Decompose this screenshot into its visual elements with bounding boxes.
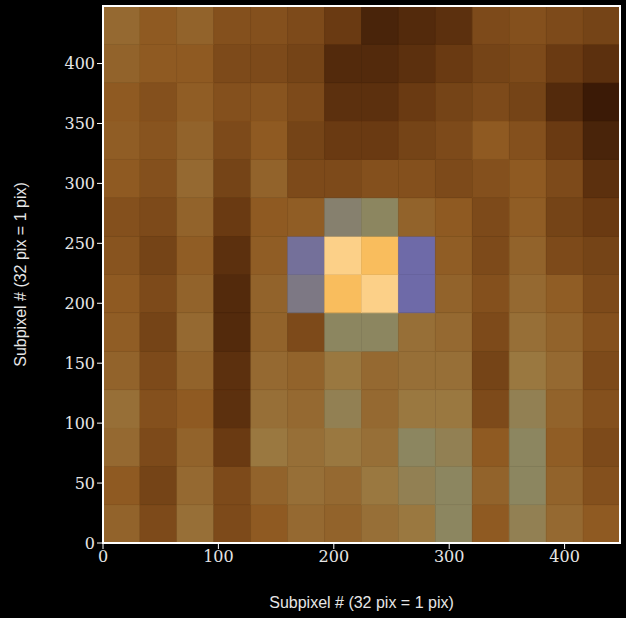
svg-text:300: 300 xyxy=(64,174,95,193)
svg-text:50: 50 xyxy=(75,474,95,493)
svg-text:Subpixel # (32 pix = 1 pix): Subpixel # (32 pix = 1 pix) xyxy=(269,594,454,611)
svg-text:400: 400 xyxy=(549,547,580,566)
svg-text:Subpixel # (32 pix = 1 pix): Subpixel # (32 pix = 1 pix) xyxy=(12,182,29,367)
svg-text:200: 200 xyxy=(319,547,350,566)
svg-text:350: 350 xyxy=(64,114,95,133)
svg-text:0: 0 xyxy=(85,534,95,553)
svg-text:150: 150 xyxy=(64,354,95,373)
svg-text:100: 100 xyxy=(64,414,95,433)
svg-text:400: 400 xyxy=(64,54,95,73)
svg-text:200: 200 xyxy=(64,294,95,313)
svg-text:250: 250 xyxy=(64,234,95,253)
svg-text:300: 300 xyxy=(434,547,465,566)
svg-text:100: 100 xyxy=(203,547,234,566)
svg-text:0: 0 xyxy=(98,547,108,566)
